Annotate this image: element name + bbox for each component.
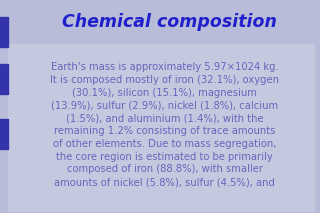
Text: Earth's mass is approximately 5.97×1024 kg.
It is composed mostly of iron (32.1%: Earth's mass is approximately 5.97×1024 … [50, 62, 279, 187]
Bar [0, 119, 8, 149]
FancyBboxPatch shape [8, 44, 315, 212]
Bar [0, 17, 8, 47]
Bar [0, 64, 8, 94]
Text: Chemical composition: Chemical composition [62, 13, 277, 31]
